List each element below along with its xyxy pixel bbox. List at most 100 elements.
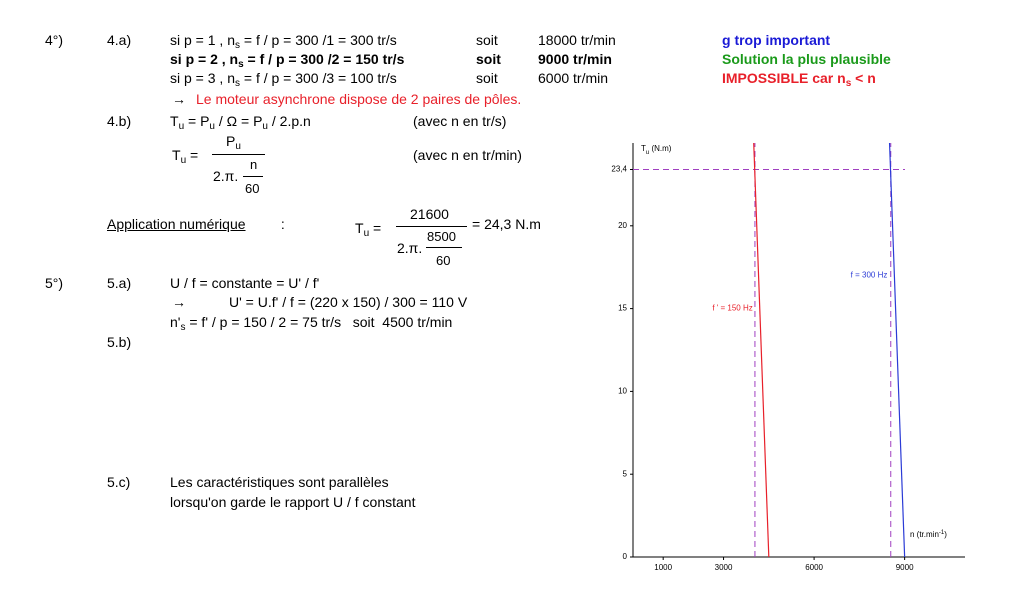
item-label: 5.c) — [107, 474, 131, 490]
text: < n — [851, 70, 876, 86]
sub: u — [209, 121, 215, 132]
denominator-denominator: 60 — [436, 253, 451, 268]
sub: s — [234, 78, 240, 89]
comment: g trop important — [722, 32, 831, 48]
y-tick-label: 20 — [618, 221, 627, 230]
text: P — [226, 133, 236, 149]
result: = 24,3 N.m — [472, 216, 541, 232]
text: n' — [170, 314, 181, 330]
soit: soit — [476, 70, 498, 86]
conclusion: Le moteur asynchrone dispose de 2 paires… — [196, 91, 522, 107]
denominator-numerator: n — [250, 157, 258, 172]
note: (avec n en tr/min) — [413, 147, 522, 163]
sub: s — [180, 322, 186, 333]
item-label: 5.b) — [107, 334, 132, 350]
formula-lhs: Tu = — [355, 220, 382, 239]
y-tick-label: 5 — [623, 469, 628, 478]
comment: IMPOSSIBLE car ns < n — [722, 70, 876, 89]
result: 18000 tr/min — [538, 32, 616, 48]
y-tick-label: 0 — [623, 552, 628, 561]
app-label: Application numérique — [107, 216, 246, 232]
text: IMPOSSIBLE car n — [722, 70, 846, 86]
text: T — [172, 147, 181, 163]
text: n's = f' / p = 150 / 2 = 75 tr/s soit 45… — [170, 314, 453, 333]
fraction-bar — [212, 154, 265, 155]
x-tick-label: 3000 — [715, 563, 733, 572]
formula: Tu = Pu / Ω = Pu / 2.p.n — [170, 113, 311, 132]
soit: soit — [476, 51, 501, 67]
item-label: 4.a) — [107, 32, 132, 48]
text: ) — [944, 530, 947, 539]
text: n (tr.min — [910, 530, 939, 539]
colon: : — [277, 216, 285, 232]
text: T — [355, 220, 364, 236]
series-label: f = 300 Hz — [851, 271, 888, 280]
numerator: 21600 — [410, 206, 449, 222]
text: U' = U.f' / f = (220 x 150) / 300 = 110 … — [229, 294, 468, 310]
text: / Ω = P — [214, 113, 263, 129]
denominator-numerator: 8500 — [427, 229, 456, 244]
item-label: 5.a) — [107, 275, 132, 291]
sub: u — [262, 121, 268, 132]
sub: s — [845, 78, 852, 89]
row: si p = 2 , ns = f / p = 300 /2 = 150 tr/… — [170, 51, 405, 70]
denominator-denominator: 60 — [245, 181, 260, 196]
sub: u — [235, 141, 241, 152]
x-axis-label: n (tr.min-1) — [910, 530, 947, 540]
denominator: 2.π. — [397, 240, 423, 256]
text: = f / p = 300 /1 = 300 tr/s — [239, 32, 397, 48]
y-tick-label: 15 — [618, 304, 627, 313]
formula-lhs: Tu = — [172, 147, 199, 166]
row: si p = 3 , ns = f / p = 300 /3 = 100 tr/… — [170, 70, 397, 89]
text: si p = 1 , n — [170, 32, 235, 48]
soit: soit — [476, 32, 498, 48]
text: = P — [184, 113, 210, 129]
y-tick-label: 23,4 — [611, 165, 627, 174]
denominator: 2.π. — [213, 168, 239, 184]
text: U / f = constante = U' / f' — [170, 275, 320, 291]
text: = f' / p = 150 / 2 = 75 tr/s soit 4500 t… — [185, 314, 453, 330]
sub: u — [646, 150, 649, 156]
row: si p = 1 , ns = f / p = 300 /1 = 300 tr/… — [170, 32, 397, 51]
text: si p = 3 , n — [170, 70, 235, 86]
text: / 2.p.n — [267, 113, 311, 129]
arrow: → — [172, 294, 186, 310]
text: = f / p = 300 /2 = 150 tr/s — [243, 51, 405, 67]
series-label: f ' = 150 Hz — [712, 304, 752, 313]
text: Les caractéristiques sont parallèles — [170, 474, 389, 490]
text: = f / p = 300 /3 = 100 tr/s — [239, 70, 397, 86]
x-tick-label: 9000 — [896, 563, 914, 572]
fraction-bar — [396, 226, 467, 227]
question-number: 5°) — [45, 275, 64, 291]
sub: s — [238, 59, 244, 70]
fraction-bar — [426, 247, 462, 248]
numerator: Pu — [226, 133, 241, 152]
text: T — [170, 113, 179, 129]
text: lorsqu'on garde le rapport U / f constan… — [170, 494, 416, 510]
item-label: 4.b) — [107, 113, 132, 129]
text: T — [641, 144, 646, 153]
arrow: → — [172, 91, 186, 107]
text: = — [369, 220, 382, 236]
result: 9000 tr/min — [538, 51, 612, 67]
text: = — [186, 147, 199, 163]
y-axis-label: Tu (N.m) — [641, 144, 672, 155]
text: (N.m) — [649, 144, 672, 153]
series-line — [888, 142, 906, 558]
sup: -1 — [939, 530, 945, 536]
sub: u — [178, 121, 185, 132]
x-tick-label: 6000 — [805, 563, 823, 572]
question-number: 4°) — [45, 32, 64, 48]
comment: Solution la plus plausible — [722, 51, 891, 67]
series-line — [753, 142, 770, 558]
y-tick-label: 10 — [618, 387, 627, 396]
text: si p = 2 , n — [170, 51, 239, 67]
fraction-bar — [243, 176, 263, 177]
sub: u — [180, 155, 187, 166]
x-tick-label: 1000 — [654, 563, 672, 572]
sub: s — [234, 40, 240, 51]
result: 6000 tr/min — [538, 70, 609, 86]
sub: u — [363, 228, 370, 239]
